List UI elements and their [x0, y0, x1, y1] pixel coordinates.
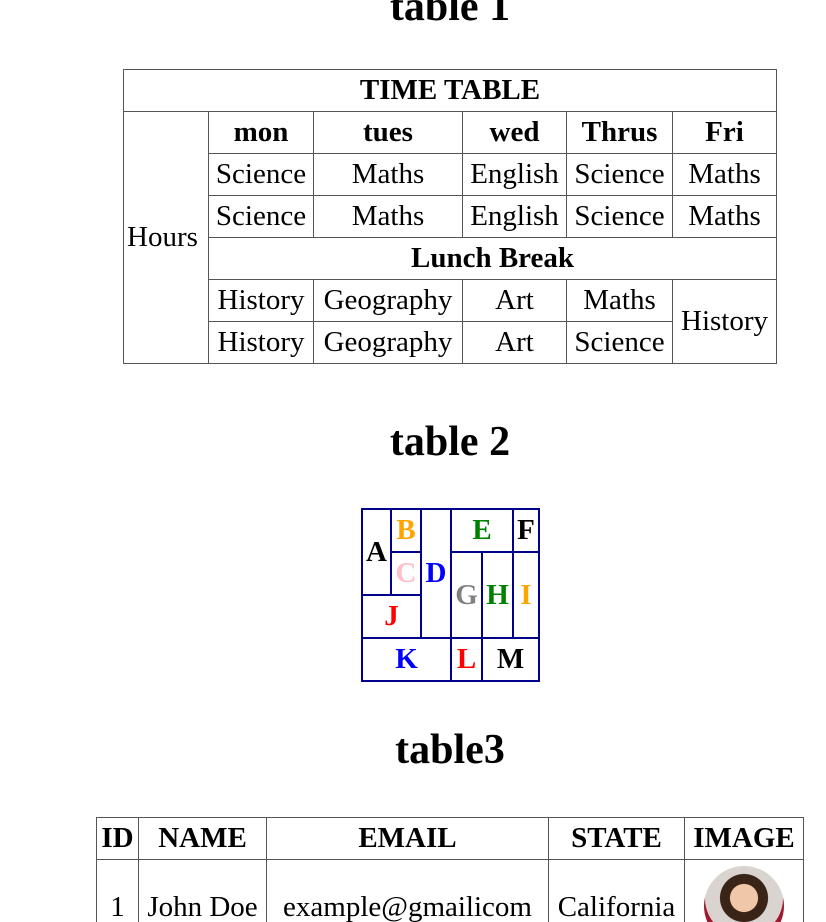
grid-cell-j: J	[361, 594, 422, 639]
cell-image	[684, 859, 804, 922]
subject-cell: Maths	[313, 195, 463, 238]
grid-cell-b: B	[390, 508, 422, 553]
grid-cell-a: A	[361, 508, 392, 596]
grid-cell-d: D	[420, 508, 452, 639]
grid-cell-f: F	[512, 508, 540, 553]
grid-cell-g: G	[450, 551, 483, 639]
subject-cell: Maths	[671, 195, 778, 238]
subject-cell: English	[462, 195, 567, 238]
day-header: wed	[462, 111, 567, 154]
avatar	[704, 866, 784, 922]
grid-cell-c: C	[390, 551, 422, 596]
subject-cell: Maths	[671, 153, 778, 196]
timetable-title: TIME TABLE	[122, 69, 778, 112]
subject-cell: Maths	[313, 153, 463, 196]
subject-cell: History	[208, 279, 314, 322]
grid-cell-l: L	[450, 637, 483, 682]
subject-cell: Geography	[313, 321, 463, 364]
heading-table2: table 2	[389, 419, 511, 465]
subject-cell: Maths	[566, 279, 673, 322]
table-row: 1 John Doe example@gmailicom California	[96, 859, 804, 922]
cell-state: California	[548, 859, 685, 922]
subject-cell: English	[462, 153, 567, 196]
column-header-image: IMAGE	[684, 817, 804, 860]
subject-cell: Art	[462, 279, 567, 322]
column-header-id: ID	[96, 817, 139, 860]
grid-cell-e: E	[450, 508, 514, 553]
lunch-break: Lunch Break	[207, 237, 778, 280]
subject-cell: Science	[566, 321, 673, 364]
subject-cell: Science	[208, 195, 314, 238]
cell-name: John Doe	[138, 859, 267, 922]
day-header: Thrus	[566, 111, 673, 154]
subject-cell: Science	[208, 153, 314, 196]
subject-cell: Geography	[313, 279, 463, 322]
heading-table1: table 1	[389, 0, 511, 30]
column-header-email: EMAIL	[266, 817, 549, 860]
hours-label: Hours	[123, 111, 209, 364]
subject-cell: History	[208, 321, 314, 364]
cell-email: example@gmailicom	[266, 859, 549, 922]
column-header-state: STATE	[548, 817, 685, 860]
subject-cell: Science	[566, 195, 673, 238]
heading-table3: table3	[395, 727, 505, 773]
grid-cell-k: K	[361, 637, 452, 682]
day-header: Fri	[671, 111, 778, 154]
grid-cell-m: M	[481, 637, 540, 682]
letter-grid: A B D E F C G H I J K L M	[361, 508, 540, 682]
cell-id: 1	[96, 859, 139, 922]
grid-cell-i: I	[512, 551, 540, 639]
user-table: ID NAME EMAIL STATE IMAGE 1 John Doe exa…	[96, 817, 804, 922]
subject-cell: Science	[566, 153, 673, 196]
column-header-name: NAME	[138, 817, 267, 860]
grid-cell-h: H	[481, 551, 514, 639]
timetable: TIME TABLE Hours mon tues wed Thrus Fri …	[122, 69, 778, 364]
subject-cell-fri: History	[671, 279, 778, 364]
day-header: tues	[313, 111, 463, 154]
day-header: mon	[208, 111, 314, 154]
subject-cell: Art	[462, 321, 567, 364]
